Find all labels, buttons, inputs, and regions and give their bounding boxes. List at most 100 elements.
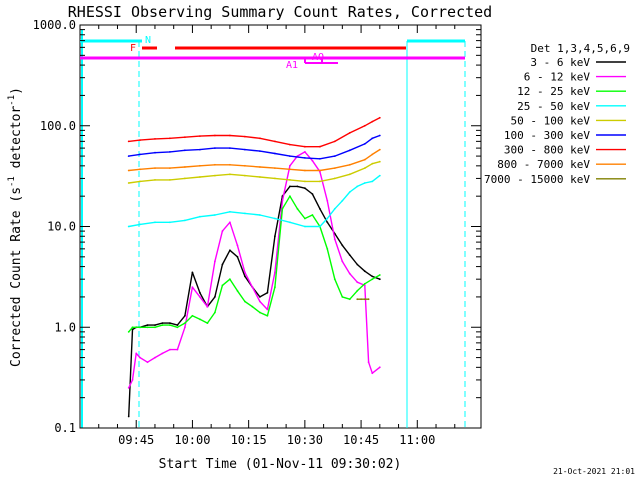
y-tick-label: 10.0 xyxy=(47,220,76,234)
series-3-6-kev-point xyxy=(176,324,179,326)
y-tick-label: 100.0 xyxy=(40,119,76,133)
series-6-12-kev-point xyxy=(341,260,344,263)
series-25-50-kev-point xyxy=(319,225,321,228)
series-12-25-kev-line xyxy=(128,195,381,333)
series-300-800-kev-point xyxy=(259,137,261,140)
series-300-800-kev-point xyxy=(127,140,130,143)
series-12-25-kev-point xyxy=(333,278,336,281)
series-100-300-kev-point xyxy=(229,147,231,150)
series-25-50-kev-point xyxy=(154,221,156,224)
series-25-50-kev-point xyxy=(326,217,329,220)
series-25-50-kev-point xyxy=(199,215,201,218)
series-50-100-kev-point xyxy=(304,180,306,183)
legend-item-label: 100 - 300 keV xyxy=(504,129,590,142)
series-3-6-kev-line xyxy=(128,185,381,417)
series-6-12-kev-point xyxy=(131,379,134,381)
series-25-50-kev-point xyxy=(169,221,171,224)
series-12-25-kev-point xyxy=(251,305,254,308)
series-6-12-kev-point xyxy=(199,296,201,298)
series-12-25-kev-point xyxy=(326,248,329,250)
series-6-12-kev-point xyxy=(135,352,138,355)
series-300-800-kev-point xyxy=(333,140,336,143)
series-6-12-kev-point xyxy=(139,356,141,359)
series-800-7000-kev-point xyxy=(319,169,321,172)
series-50-100-kev-point xyxy=(289,179,291,181)
series-50-100-kev-point xyxy=(348,173,351,176)
series-6-12-kev-point xyxy=(251,286,254,289)
series-6-12-kev-point xyxy=(311,159,314,162)
series-25-50-kev-point xyxy=(378,174,381,177)
series-50-100-kev-point xyxy=(363,167,366,170)
series-3-6-kev-point xyxy=(356,263,359,266)
series-25-50-kev-point xyxy=(356,185,359,188)
series-100-300-kev-point xyxy=(127,155,130,158)
series-800-7000-kev-point xyxy=(154,167,156,170)
legend-item-label: 50 - 100 keV xyxy=(511,114,591,127)
series-12-25-kev-point xyxy=(161,324,164,326)
series-300-800-kev-point xyxy=(184,136,186,139)
legend-item-label: 300 - 800 keV xyxy=(504,144,590,157)
series-800-7000-kev-point xyxy=(348,163,351,166)
series-800-7000-kev-point xyxy=(304,169,306,172)
series-100-300-kev-point xyxy=(214,147,216,150)
series-800-7000-kev-point xyxy=(371,153,374,156)
series-6-12-kev-point xyxy=(146,361,149,364)
series-300-800-kev-point xyxy=(169,137,171,140)
series-100-300-kev-point xyxy=(244,148,246,151)
x-tick-label: 09:45 xyxy=(118,433,154,447)
series-3-6-kev-point xyxy=(236,255,239,258)
series-100-300-kev-point xyxy=(333,155,336,158)
series-100-300-kev-point xyxy=(199,148,201,151)
series-800-7000-kev-point xyxy=(274,167,276,170)
x-tick-label: 10:00 xyxy=(174,433,210,447)
series-25-50-kev-point xyxy=(139,223,141,226)
series-800-7000-kev-point xyxy=(229,163,231,166)
series-50-100-kev-point xyxy=(184,177,186,180)
series-25-50-kev-point xyxy=(341,199,344,202)
series-300-800-kev-point xyxy=(289,143,291,146)
series-6-12-kev-point xyxy=(378,366,381,369)
series-12-25-kev-point xyxy=(139,326,141,329)
series-3-6-kev-point xyxy=(154,324,156,326)
series-50-100-kev-point xyxy=(199,176,201,178)
series-12-25-kev-point xyxy=(378,274,381,276)
night-label: N xyxy=(145,35,151,46)
series-50-100-kev-point xyxy=(127,182,130,184)
series-50-100-kev-point xyxy=(139,180,141,183)
series-300-800-kev-point xyxy=(274,140,276,143)
series-12-25-kev-point xyxy=(127,331,130,333)
series-6-12-kev-point xyxy=(176,348,179,351)
series-12-25-kev-point xyxy=(221,284,224,287)
series-300-800-kev-point xyxy=(319,145,321,148)
series-12-25-kev-point xyxy=(199,318,201,321)
series-12-25-kev-point xyxy=(304,217,306,220)
series-3-6-kev-point xyxy=(161,322,164,324)
series-800-7000-kev-point xyxy=(363,158,366,161)
series-50-100-kev-point xyxy=(214,174,216,177)
series-50-100-kev-point xyxy=(229,173,231,176)
series-6-12-kev-point xyxy=(221,230,224,233)
series-3-6-kev-point xyxy=(378,278,381,281)
series-50-100-kev-point xyxy=(371,162,374,165)
series-12-25-kev-point xyxy=(341,296,344,298)
series-300-800-kev-point xyxy=(214,134,216,137)
series-100-300-kev-point xyxy=(378,134,381,137)
x-tick-label: 10:15 xyxy=(231,433,267,447)
series-6-12-kev-point xyxy=(229,221,231,224)
series-300-800-kev-point xyxy=(378,116,381,119)
series-3-6-kev-point xyxy=(199,291,201,294)
legend-item-label: 6 - 12 keV xyxy=(524,71,591,84)
series-12-25-kev-point xyxy=(289,195,291,198)
series-12-25-kev-point xyxy=(311,214,314,216)
timestamp: 21-Oct-2021 21:01 xyxy=(553,467,635,476)
series-12-25-kev-point xyxy=(266,314,269,317)
series-800-7000-kev-point xyxy=(378,148,381,151)
series-12-25-kev-point xyxy=(206,322,209,324)
series-50-100-kev-point xyxy=(378,160,381,163)
series-25-50-kev-point xyxy=(214,214,216,216)
series-800-7000-kev-point xyxy=(333,167,336,170)
series-25-50-kev-point xyxy=(371,180,374,183)
series-3-6-kev-point xyxy=(214,296,216,298)
series-12-25-kev-point xyxy=(259,311,261,314)
